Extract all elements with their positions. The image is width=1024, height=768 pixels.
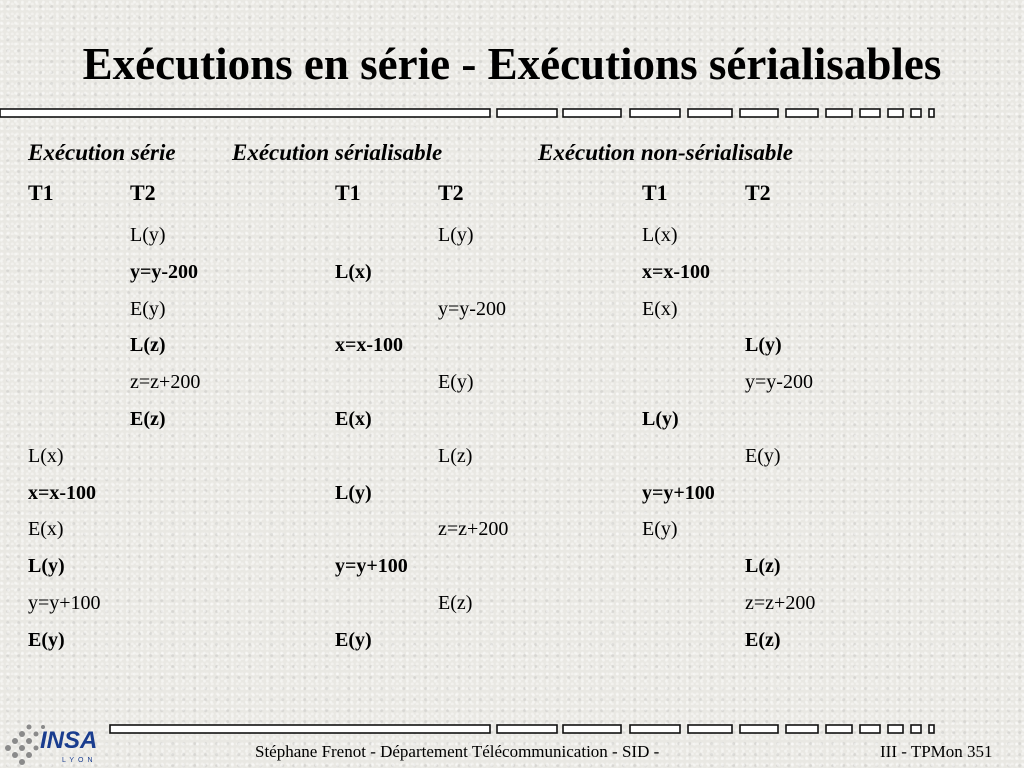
- schedule-step: y=y-200: [745, 371, 813, 393]
- schedule-step: E(z): [438, 592, 473, 614]
- schedule-step: z=z+200: [438, 518, 509, 540]
- schedule-step: L(x): [642, 224, 678, 246]
- schedule-step: z=z+200: [745, 592, 816, 614]
- schedule-step: L(x): [28, 445, 64, 467]
- schedule-step: E(z): [130, 408, 166, 430]
- schedule-step: y=y+100: [28, 592, 101, 614]
- schedule-step: E(y): [642, 518, 678, 540]
- schedule-step: L(y): [130, 224, 166, 246]
- schedule-step: E(z): [745, 629, 781, 651]
- schedule-step: x=x-100: [335, 334, 404, 356]
- footer-divider: [109, 724, 935, 734]
- footer-page-number: III - TPMon 351: [880, 742, 993, 761]
- col-head-t2-serie: T2: [130, 180, 156, 205]
- schedule-step: z=z+200: [130, 371, 201, 393]
- schedule-step: L(z): [438, 445, 473, 467]
- footer-author: Stéphane Frenot - Département Télécommun…: [255, 742, 660, 761]
- col-head-t1-non-serialisable: T1: [642, 180, 668, 205]
- schedule-step: x=x-100: [642, 261, 711, 283]
- section-heading-non-serialisable: Exécution non-sérialisable: [538, 140, 793, 165]
- schedule-step: y=y+100: [642, 482, 715, 504]
- schedule-step: E(y): [745, 445, 781, 467]
- col-head-t1-serie: T1: [28, 180, 54, 205]
- schedule-step: y=y-200: [130, 261, 199, 283]
- schedule-step: L(z): [745, 555, 781, 577]
- schedule-step: L(y): [335, 482, 372, 504]
- schedule-step: y=y-200: [438, 298, 506, 320]
- section-heading-serie: Exécution série: [28, 140, 176, 165]
- insa-logo-subtext: LYON: [62, 757, 97, 764]
- schedule-step: L(y): [745, 334, 782, 356]
- col-head-t2-non-serialisable: T2: [745, 180, 771, 205]
- col-head-t1-serialisable: T1: [335, 180, 361, 205]
- col-head-t2-serialisable: T2: [438, 180, 464, 205]
- section-heading-serialisable: Exécution sérialisable: [232, 140, 443, 165]
- schedule-step: L(z): [130, 334, 166, 356]
- slide-title: Exécutions en série - Exécutions sériali…: [82, 39, 942, 89]
- schedule-step: E(x): [335, 408, 372, 430]
- schedule-step: E(y): [130, 298, 166, 320]
- title-divider: [0, 108, 935, 118]
- schedule-step: L(y): [642, 408, 679, 430]
- schedule-step: L(y): [28, 555, 65, 577]
- schedule-step: x=x-100: [28, 482, 97, 504]
- insa-logo-text: INSA: [40, 727, 97, 754]
- schedule-step: L(x): [335, 261, 372, 283]
- schedule-step: E(y): [28, 629, 65, 651]
- schedule-step: E(y): [335, 629, 372, 651]
- schedule-step: E(x): [28, 518, 64, 540]
- schedule-step: L(y): [438, 224, 474, 246]
- insa-logo: INSA LYON: [5, 724, 97, 765]
- schedule-step: y=y+100: [335, 555, 408, 577]
- schedule-step: E(x): [642, 298, 678, 320]
- schedule-step: E(y): [438, 371, 474, 393]
